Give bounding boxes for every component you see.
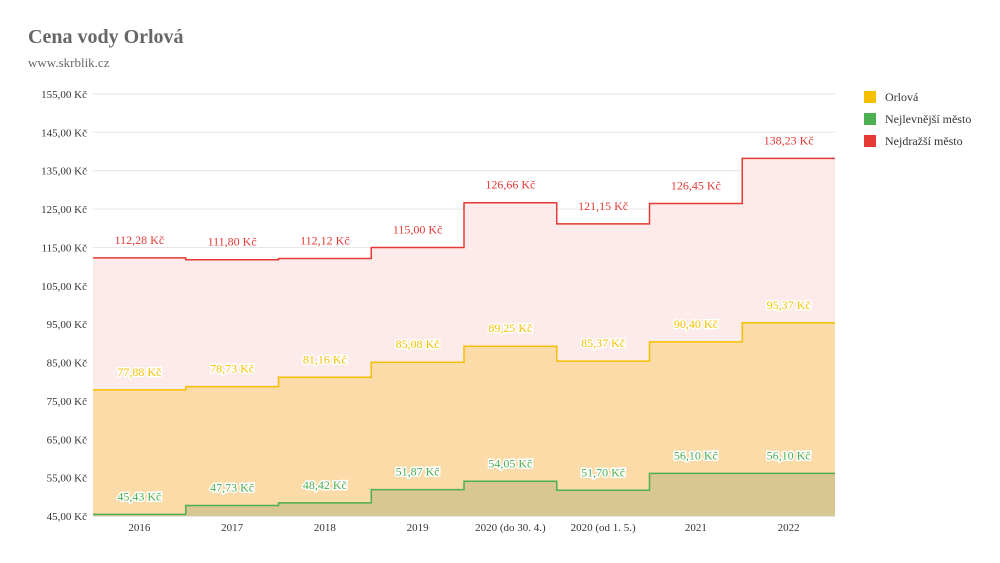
y-tick-label: 85,00 Kč	[47, 358, 87, 370]
legend-swatch-nejdrazsi	[864, 135, 876, 147]
data-label: 115,00 Kč	[393, 222, 443, 236]
data-label: 89,25 Kč	[488, 321, 532, 335]
data-label: 85,08 Kč	[396, 337, 440, 351]
y-tick-label: 145,00 Kč	[41, 127, 87, 139]
data-label: 126,66 Kč	[485, 178, 535, 192]
legend-item-nejdrazsi[interactable]: Nejdražší město	[864, 130, 971, 152]
data-label: 78,73 Kč	[210, 362, 254, 376]
legend-item-nejlevnejsi[interactable]: Nejlevnější město	[864, 108, 971, 130]
data-label: 85,37 Kč	[581, 336, 625, 350]
data-label: 90,40 Kč	[674, 317, 718, 331]
data-label: 51,87 Kč	[396, 465, 440, 479]
legend-label-nejlevnejsi: Nejlevnější město	[885, 111, 972, 126]
y-tick-label: 95,00 Kč	[47, 319, 87, 331]
data-label: 51,70 Kč	[581, 465, 625, 479]
legend-swatch-nejlevnejsi	[864, 113, 876, 125]
data-label: 48,42 Kč	[303, 478, 347, 492]
x-tick-label: 2021	[685, 522, 707, 534]
x-tick-label: 2022	[778, 522, 800, 534]
data-label: 121,15 Kč	[578, 199, 628, 213]
y-tick-label: 65,00 Kč	[47, 434, 87, 446]
y-tick-label: 45,00 Kč	[47, 511, 87, 523]
data-label: 81,16 Kč	[303, 352, 347, 366]
y-tick-label: 135,00 Kč	[41, 166, 87, 178]
chart-legend: Orlová Nejlevnější město Nejdražší město	[864, 86, 971, 152]
data-label: 126,45 Kč	[671, 179, 721, 193]
series-area-0	[93, 322, 835, 516]
data-label: 138,23 Kč	[764, 133, 814, 147]
legend-item-orlova[interactable]: Orlová	[864, 86, 971, 108]
chart-title: Cena vody Orlová	[28, 26, 184, 48]
x-tick-label: 2019	[407, 522, 430, 534]
x-tick-label: 2018	[314, 522, 337, 534]
x-tick-label: 2016	[128, 522, 151, 534]
data-label: 112,12 Kč	[300, 234, 350, 248]
x-tick-label: 2020 (od 1. 5.)	[571, 522, 636, 534]
series-line-0	[93, 322, 835, 391]
legend-swatch-orlova	[864, 91, 876, 103]
data-label: 56,10 Kč	[767, 448, 811, 462]
chart-subtitle: www.skrblik.cz	[28, 55, 110, 70]
data-label: 112,28 Kč	[115, 233, 165, 247]
y-tick-label: 115,00 Kč	[42, 242, 88, 254]
data-label: 111,80 Kč	[208, 235, 257, 249]
data-label: 45,43 Kč	[117, 489, 161, 503]
x-tick-label: 2017	[221, 522, 244, 534]
legend-label-nejdrazsi: Nejdražší město	[885, 133, 963, 148]
data-label: 77,88 Kč	[117, 365, 161, 379]
y-tick-label: 155,00 Kč	[41, 89, 87, 101]
series-line-2	[93, 157, 835, 261]
y-tick-label: 105,00 Kč	[41, 281, 87, 293]
y-tick-label: 75,00 Kč	[47, 396, 87, 408]
data-label: 47,73 Kč	[210, 481, 254, 495]
data-label: 95,37 Kč	[767, 298, 811, 312]
legend-label-orlova: Orlová	[885, 89, 919, 104]
y-tick-label: 55,00 Kč	[47, 473, 87, 485]
data-label: 56,10 Kč	[674, 448, 718, 462]
data-label: 54,05 Kč	[488, 456, 532, 470]
x-tick-label: 2020 (do 30. 4.)	[475, 522, 546, 534]
series-line-1	[93, 472, 835, 516]
y-tick-label: 125,00 Kč	[41, 204, 87, 216]
